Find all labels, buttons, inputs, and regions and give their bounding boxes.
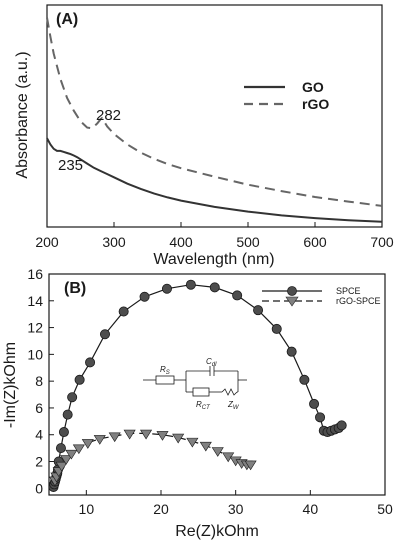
legend-a: GO rGO bbox=[244, 79, 329, 112]
data-point-rgo-spce bbox=[211, 447, 224, 457]
legend-label-spce: SPCE bbox=[336, 286, 361, 296]
data-point-spce bbox=[139, 291, 150, 302]
x-axis-title-a: Wavelength (nm) bbox=[153, 251, 274, 268]
legend-label-rgo-spce: rGO-SPCE bbox=[336, 296, 381, 306]
series-line-go bbox=[46, 137, 383, 223]
data-point-rgo-spce bbox=[60, 455, 73, 465]
panel-a: (A) 200 300 400 500 600 700 282 235 GO rGO Wa… bbox=[14, 4, 394, 268]
data-point-rgo-spce bbox=[140, 429, 153, 440]
data-point-rgo-spce bbox=[172, 433, 185, 444]
data-point-rgo-spce bbox=[108, 432, 121, 443]
y-tick-label-b: 12 bbox=[27, 320, 43, 336]
legend-label-go: GO bbox=[302, 79, 324, 95]
data-point-spce bbox=[209, 282, 220, 293]
data-point-rgo-spce bbox=[156, 431, 169, 441]
data-point-spce bbox=[232, 290, 243, 301]
axes-b: 10 20 30 40 50 0 2 4 6 8 10 12 14 16 bbox=[27, 266, 393, 517]
series-lines-a bbox=[46, 17, 383, 223]
panel-label-b: (B) bbox=[64, 280, 86, 297]
svg-text:Cdl: Cdl bbox=[206, 357, 217, 368]
y-tick-label-b: 14 bbox=[27, 293, 43, 309]
svg-text:ZW: ZW bbox=[227, 400, 240, 411]
series-line-rgo bbox=[46, 17, 383, 207]
x-tick-label-b: 20 bbox=[153, 501, 169, 517]
y-axis-title-a: Absorbance (a.u.) bbox=[14, 51, 31, 178]
data-point-spce bbox=[58, 427, 69, 438]
data-point-spce bbox=[85, 357, 96, 368]
data-point-rgo-spce bbox=[199, 441, 212, 452]
legend-b: SPCE rGO-SPCE bbox=[262, 286, 381, 307]
x-axis-title-b: Re(Z)kOhm bbox=[175, 523, 259, 540]
data-point-spce bbox=[100, 329, 111, 340]
legend-marker-spce bbox=[287, 286, 297, 296]
x-tick-label-a: 400 bbox=[169, 234, 193, 250]
data-point-rgo-spce bbox=[65, 449, 78, 460]
x-tick-label-a: 500 bbox=[236, 234, 260, 250]
data-point-rgo-spce bbox=[81, 439, 94, 449]
y-tick-label-b: 0 bbox=[35, 480, 43, 496]
x-tick-label-a: 200 bbox=[35, 234, 59, 250]
data-point-spce bbox=[161, 283, 172, 294]
x-tick-label-a: 700 bbox=[370, 234, 394, 250]
y-axis-title-b: -Im(Z)kOhm bbox=[2, 342, 19, 428]
y-tick-label-b: 10 bbox=[27, 346, 43, 362]
panel-label-a: (A) bbox=[56, 11, 78, 28]
data-point-spce bbox=[286, 346, 297, 357]
y-tick-label-b: 2 bbox=[35, 454, 43, 470]
data-point-spce bbox=[271, 323, 282, 334]
y-tick-label-b: 6 bbox=[35, 400, 43, 416]
data-point-spce bbox=[62, 409, 73, 420]
x-tick-label-b: 30 bbox=[228, 501, 244, 517]
x-axis-a: 200 300 400 500 600 700 bbox=[35, 222, 394, 250]
peak-annotation-235: 235 bbox=[58, 157, 83, 174]
data-point-rgo-spce bbox=[186, 437, 199, 448]
plot-frame-a bbox=[46, 4, 383, 228]
data-point-spce bbox=[309, 398, 320, 409]
data-point-rgo-spce bbox=[55, 461, 68, 472]
x-tick-label-b: 40 bbox=[303, 501, 319, 517]
data-point-rgo-spce bbox=[93, 435, 106, 445]
x-tick-label-a: 300 bbox=[102, 234, 126, 250]
data-point-spce bbox=[185, 279, 196, 290]
panel-b: (B) 10 20 30 40 50 0 2 4 6 8 10 12 14 16 SPCE rGO-SPC… bbox=[2, 266, 393, 540]
data-point-spce bbox=[118, 306, 129, 317]
x-tick-label-a: 600 bbox=[303, 234, 327, 250]
peak-annotation-282: 282 bbox=[96, 107, 121, 124]
data-point-rgo-spce bbox=[123, 429, 136, 440]
x-tick-label-b: 10 bbox=[79, 501, 95, 517]
data-point-spce bbox=[336, 420, 347, 431]
legend-marker-rgo-spce bbox=[285, 296, 299, 307]
data-point-spce bbox=[67, 392, 78, 403]
y-tick-label-b: 16 bbox=[27, 266, 43, 282]
series-line-spce bbox=[52, 284, 343, 488]
series-lines-b bbox=[52, 284, 343, 488]
y-tick-label-b: 8 bbox=[35, 373, 43, 389]
plot-frame-b bbox=[48, 273, 386, 496]
svg-text:RS: RS bbox=[160, 365, 170, 376]
svg-text:RCT: RCT bbox=[196, 400, 211, 411]
data-point-rgo-spce bbox=[72, 444, 85, 455]
data-point-spce bbox=[315, 412, 326, 423]
data-point-spce bbox=[299, 374, 310, 385]
series-markers-b bbox=[48, 279, 347, 492]
data-point-spce bbox=[74, 374, 85, 385]
y-tick-label-b: 4 bbox=[35, 427, 43, 443]
x-tick-label-b: 50 bbox=[377, 501, 393, 517]
equivalent-circuit-inset: RS Cdl RCT ZW bbox=[143, 357, 247, 411]
data-point-spce bbox=[253, 305, 264, 316]
legend-label-rgo: rGO bbox=[302, 96, 329, 112]
data-point-spce bbox=[55, 443, 66, 454]
data-point-rgo-spce bbox=[244, 460, 257, 471]
